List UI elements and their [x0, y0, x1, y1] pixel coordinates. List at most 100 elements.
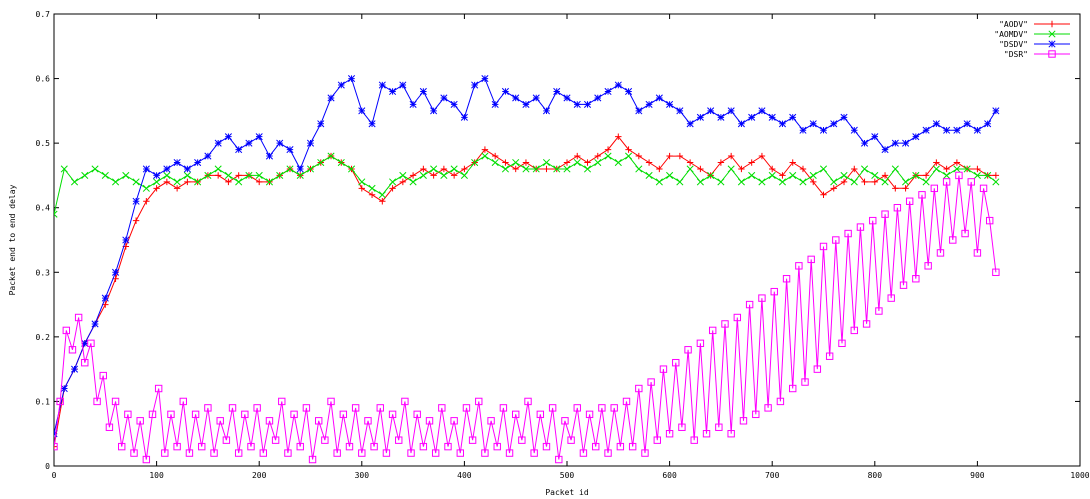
data-point	[142, 184, 150, 192]
data-point	[707, 107, 715, 115]
data-point	[579, 449, 588, 457]
data-point	[118, 442, 126, 451]
data-point	[778, 120, 787, 128]
data-point	[727, 165, 735, 173]
data-point	[101, 294, 109, 302]
data-point	[666, 152, 673, 160]
data-point	[132, 197, 140, 205]
data-point	[799, 126, 807, 134]
data-point	[992, 178, 1000, 186]
legend-label: "AOMDV"	[994, 30, 1028, 39]
data-point	[871, 178, 878, 186]
data-point	[963, 165, 971, 173]
series-3	[54, 171, 1000, 464]
data-point	[475, 397, 483, 406]
data-point	[776, 397, 785, 406]
data-point	[684, 346, 692, 354]
data-point	[912, 171, 920, 179]
data-point	[768, 113, 776, 121]
data-point	[801, 378, 809, 386]
x-axis: 0 100 200 300 400 500 600 700 800 900 1000	[52, 14, 1090, 480]
data-point	[645, 171, 653, 179]
data-point	[953, 165, 961, 173]
data-point	[493, 442, 501, 451]
data-point	[819, 126, 828, 134]
data-point	[276, 171, 284, 179]
data-point	[382, 449, 391, 457]
data-point	[198, 442, 206, 451]
data-point	[984, 171, 992, 179]
data-point	[512, 158, 520, 167]
data-point	[850, 326, 858, 335]
data-point	[81, 339, 89, 347]
data-point	[522, 100, 530, 108]
data-point	[388, 410, 397, 419]
data-point	[216, 417, 224, 425]
data-point	[899, 281, 908, 289]
data-point	[204, 152, 212, 160]
data-point	[265, 178, 274, 186]
data-point	[225, 178, 232, 186]
data-point	[840, 113, 848, 121]
data-point	[245, 171, 253, 179]
data-point	[184, 178, 191, 186]
data-point	[286, 146, 294, 154]
data-point	[518, 436, 526, 444]
data-point	[850, 126, 858, 134]
data-point	[902, 178, 910, 186]
data-point	[87, 339, 95, 348]
data-point	[306, 165, 315, 173]
data-point	[840, 178, 848, 186]
data-point	[717, 113, 725, 121]
data-point	[745, 300, 754, 309]
data-point	[819, 165, 828, 173]
data-point	[81, 358, 89, 367]
data-point	[861, 178, 868, 186]
data-point	[399, 81, 407, 89]
data-point	[936, 249, 945, 257]
data-point	[450, 417, 458, 425]
data-point	[943, 126, 951, 134]
data-point	[419, 87, 427, 96]
data-point	[153, 171, 161, 179]
data-point	[881, 210, 889, 218]
data-point	[825, 352, 834, 360]
data-point	[625, 146, 632, 153]
data-point	[542, 442, 551, 451]
data-point	[686, 159, 694, 166]
data-point	[764, 404, 772, 412]
legend-label: "DSDV"	[999, 40, 1028, 49]
data-point	[512, 410, 520, 419]
data-point	[933, 159, 940, 166]
data-point	[214, 139, 222, 147]
data-point	[758, 152, 766, 160]
data-point	[317, 120, 325, 128]
data-point	[290, 410, 298, 419]
data-point	[655, 178, 663, 186]
data-point	[614, 81, 622, 89]
data-point	[409, 172, 417, 179]
data-point	[93, 397, 101, 406]
data-point	[932, 165, 940, 173]
data-point	[583, 100, 592, 108]
data-point	[440, 165, 448, 173]
data-point	[173, 442, 181, 451]
y-tick-label: 0	[45, 462, 50, 471]
data-point	[468, 436, 477, 444]
data-point	[555, 455, 563, 464]
data-point	[573, 404, 581, 412]
data-point	[512, 94, 520, 102]
data-point	[536, 410, 545, 419]
data-point	[222, 436, 231, 444]
data-point	[409, 178, 417, 186]
data-point	[832, 236, 840, 244]
data-point	[678, 423, 686, 431]
data-point	[871, 171, 879, 179]
data-point	[922, 178, 930, 186]
data-point	[461, 165, 468, 173]
x-tick-label: 900	[970, 471, 985, 480]
data-point	[953, 126, 961, 134]
data-point	[628, 442, 637, 451]
data-point	[819, 242, 828, 251]
data-point	[235, 172, 242, 179]
